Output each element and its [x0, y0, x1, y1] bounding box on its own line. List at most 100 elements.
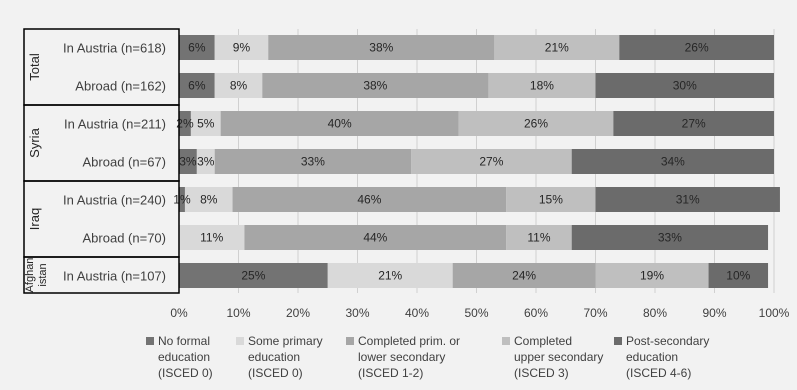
bar-segment — [179, 111, 191, 136]
row-labels: In Austria (n=618) Abroad (n=162) In Austr… — [63, 41, 166, 284]
bar-segment — [619, 35, 774, 60]
legend-swatch — [502, 337, 510, 345]
bar-segment — [214, 149, 412, 174]
bar-segment — [179, 187, 185, 212]
legend-swatch — [236, 337, 244, 345]
data-label: 11% — [527, 231, 550, 245]
data-label: 19% — [640, 269, 664, 283]
data-label: 27% — [479, 155, 503, 169]
bar-segment — [179, 149, 197, 174]
data-labels: 6% 9% 38% 21% 26% 6% 8% 38% 18% 30% 2% 5% 40% 26% 27% 3… — [173, 41, 750, 283]
legend-label: (ISCED 0) — [248, 366, 303, 380]
data-label: 30% — [673, 79, 697, 93]
data-label: 38% — [369, 41, 393, 55]
legend-label: lower secondary — [358, 350, 445, 364]
legend-swatch — [346, 337, 354, 345]
x-tick-label: 30% — [345, 306, 369, 320]
legend-label: (ISCED 3) — [514, 366, 569, 380]
x-tick-label: 70% — [583, 306, 607, 320]
bar-segments — [179, 35, 780, 288]
legend-label: (ISCED 1-2) — [358, 366, 423, 380]
data-label: 21% — [378, 269, 402, 283]
x-tick-label: 40% — [405, 306, 429, 320]
data-label: 5% — [197, 117, 215, 131]
row-label: Abroad (n=67) — [83, 155, 166, 170]
x-axis-ticks: 0% 10% 20% 30% 40% 50% 60% 70% 80% 90% 100% — [170, 306, 789, 320]
group-box — [23, 256, 180, 294]
data-label: 33% — [301, 155, 325, 169]
data-label: 9% — [233, 41, 251, 55]
group-label: Afghanistan — [24, 258, 49, 293]
data-label: 25% — [241, 269, 265, 283]
bar-segment — [595, 73, 774, 98]
bar-segment — [452, 263, 596, 288]
bar-segment — [190, 111, 221, 136]
bar-segment — [708, 263, 769, 288]
row-label: In Austria (n=240) — [63, 193, 166, 208]
data-label: 8% — [230, 79, 248, 93]
bar-segment — [595, 187, 780, 212]
data-label: 31% — [676, 193, 700, 207]
legend-label: No formal — [158, 334, 210, 348]
legend-swatch — [146, 337, 154, 345]
bar-segment — [571, 149, 774, 174]
legend-label: (ISCED 4-6) — [626, 366, 691, 380]
group-label-line: Afghan — [24, 258, 36, 293]
legend-label: Some primary — [248, 334, 323, 348]
data-label: 24% — [512, 269, 536, 283]
data-label: 8% — [200, 193, 218, 207]
group-label-line: istan — [37, 263, 49, 286]
bar-segment — [613, 111, 774, 136]
legend-label: Completed prim. or — [358, 334, 460, 348]
data-label: 6% — [188, 79, 206, 93]
x-tick-label: 10% — [226, 306, 250, 320]
data-label: 3% — [179, 155, 197, 169]
bar-segment — [494, 35, 620, 60]
bar-segment — [214, 35, 269, 60]
legend-label: education — [626, 350, 678, 364]
data-label: 3% — [197, 155, 215, 169]
x-tick-label: 0% — [170, 306, 188, 320]
data-label: 34% — [661, 155, 685, 169]
data-label: 40% — [328, 117, 352, 131]
data-label: 46% — [357, 193, 381, 207]
bar-segment — [268, 35, 495, 60]
bar-segment — [506, 225, 572, 250]
bar-segment — [179, 35, 215, 60]
legend-label: education — [248, 350, 300, 364]
bar-segment — [179, 73, 215, 98]
data-label: 11% — [200, 231, 223, 245]
row-label: In Austria (n=618) — [63, 41, 166, 56]
x-tick-label: 20% — [286, 306, 310, 320]
bar-segment — [506, 187, 596, 212]
legend-label: Post-secondary — [626, 334, 709, 348]
bar-segment — [571, 225, 769, 250]
bar-segment — [214, 73, 263, 98]
x-tick-label: 50% — [464, 306, 488, 320]
data-label: 10% — [726, 269, 750, 283]
bar-segment — [184, 187, 233, 212]
bar-segment — [458, 111, 614, 136]
legend-label: education — [158, 350, 210, 364]
data-label: 44% — [363, 231, 387, 245]
bar-segment — [196, 149, 215, 174]
data-label: 38% — [363, 79, 387, 93]
x-tick-label: 80% — [643, 306, 667, 320]
data-label: 1% — [173, 193, 191, 207]
legend-swatch — [614, 337, 622, 345]
bar-segment — [262, 73, 489, 98]
data-label: 26% — [685, 41, 709, 55]
bar-segment — [595, 263, 709, 288]
data-label: 6% — [188, 41, 206, 55]
legend-label: (ISCED 0) — [158, 366, 213, 380]
bar-segment — [179, 225, 245, 250]
x-tick-label: 90% — [702, 306, 726, 320]
x-tick-label: 100% — [759, 306, 790, 320]
bar-segment — [232, 187, 507, 212]
bar-segment — [327, 263, 453, 288]
data-label: 15% — [539, 193, 563, 207]
data-label: 27% — [682, 117, 706, 131]
row-label: Abroad (n=70) — [83, 231, 166, 246]
legend-label: Completed — [514, 334, 572, 348]
data-label: 21% — [545, 41, 569, 55]
